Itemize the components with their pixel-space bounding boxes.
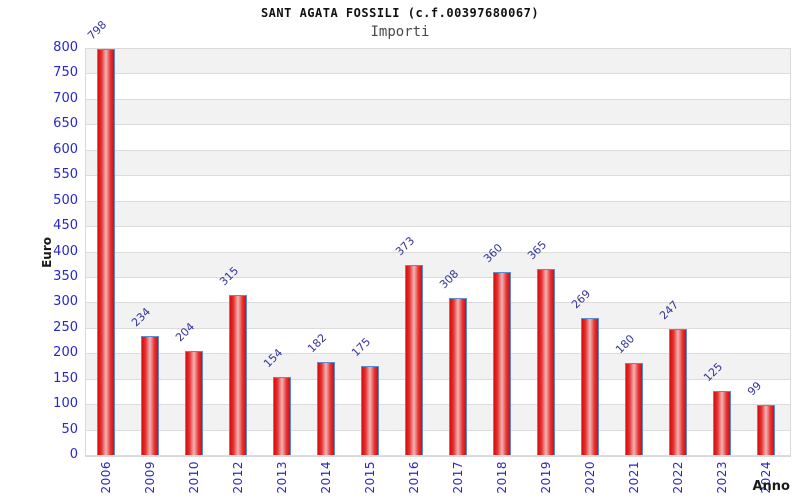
x-tick-label: 2022 [671,461,685,494]
bar-2016 [405,265,423,455]
chart-title: SANT AGATA FOSSILI (c.f.00397680067) [260,6,540,20]
grid-band [86,252,790,278]
x-tick-label: 2014 [319,461,333,494]
grid-band [86,201,790,228]
grid-band [86,49,790,75]
grid-band [86,150,790,177]
bar-2020 [581,318,599,455]
x-tick-label: 2006 [99,461,113,494]
y-tick-label: 250 [53,319,78,335]
y-tick-label: 50 [61,421,78,437]
bar-2006 [97,49,115,455]
x-tick-label: 2020 [583,461,597,494]
x-tick-label: 2015 [363,461,377,494]
grid-band [86,176,790,202]
x-tick-label: 2013 [275,461,289,494]
y-tick-label: 550 [53,167,78,183]
x-axis-label: Anno [752,479,790,494]
bar-2024 [757,404,775,455]
bar-2022 [669,329,687,455]
x-tick-label: 2010 [187,461,201,494]
plot-area [85,48,791,457]
x-tick-label: 2009 [143,461,157,494]
x-tick-label: 2019 [539,461,553,494]
bar-2009 [141,335,159,455]
x-tick-label: 2017 [451,461,465,494]
bar-2010 [185,351,203,455]
bar-2012 [229,294,247,455]
bar-2023 [713,391,731,455]
y-tick-label: 600 [53,141,78,157]
bar-2013 [273,376,291,455]
grid-band [86,303,790,329]
x-tick-label: 2016 [407,461,421,494]
chart-subtitle: Importi [370,24,430,40]
grid-band [86,277,790,304]
y-tick-label: 150 [53,370,78,386]
x-tick-label: 2021 [627,461,641,494]
grid-band [86,227,790,253]
y-tick-label: 300 [53,294,78,310]
y-tick-label: 750 [53,65,78,81]
bar-2021 [625,363,643,455]
bar-2017 [449,298,467,455]
bar-2018 [493,271,511,455]
bar-2014 [317,362,335,455]
y-tick-label: 450 [53,218,78,234]
x-tick-label: 2023 [715,461,729,494]
grid-band [86,99,790,126]
y-tick-label: 100 [53,396,78,412]
y-axis-label: Euro [40,237,54,268]
bar-2015 [361,365,379,455]
y-tick-label: 500 [53,192,78,208]
y-tick-label: 400 [53,243,78,259]
y-tick-label: 700 [53,90,78,106]
bar-2019 [537,269,555,455]
x-tick-label: 2012 [231,461,245,494]
y-tick-label: 0 [69,447,78,462]
grid-band [86,125,790,151]
x-tick-label: 2018 [495,461,509,494]
y-tick-label: 350 [53,268,78,284]
y-tick-label: 200 [53,345,78,361]
y-tick-label: 800 [53,40,78,55]
y-tick-label: 650 [53,116,78,132]
grid-band [86,74,790,100]
